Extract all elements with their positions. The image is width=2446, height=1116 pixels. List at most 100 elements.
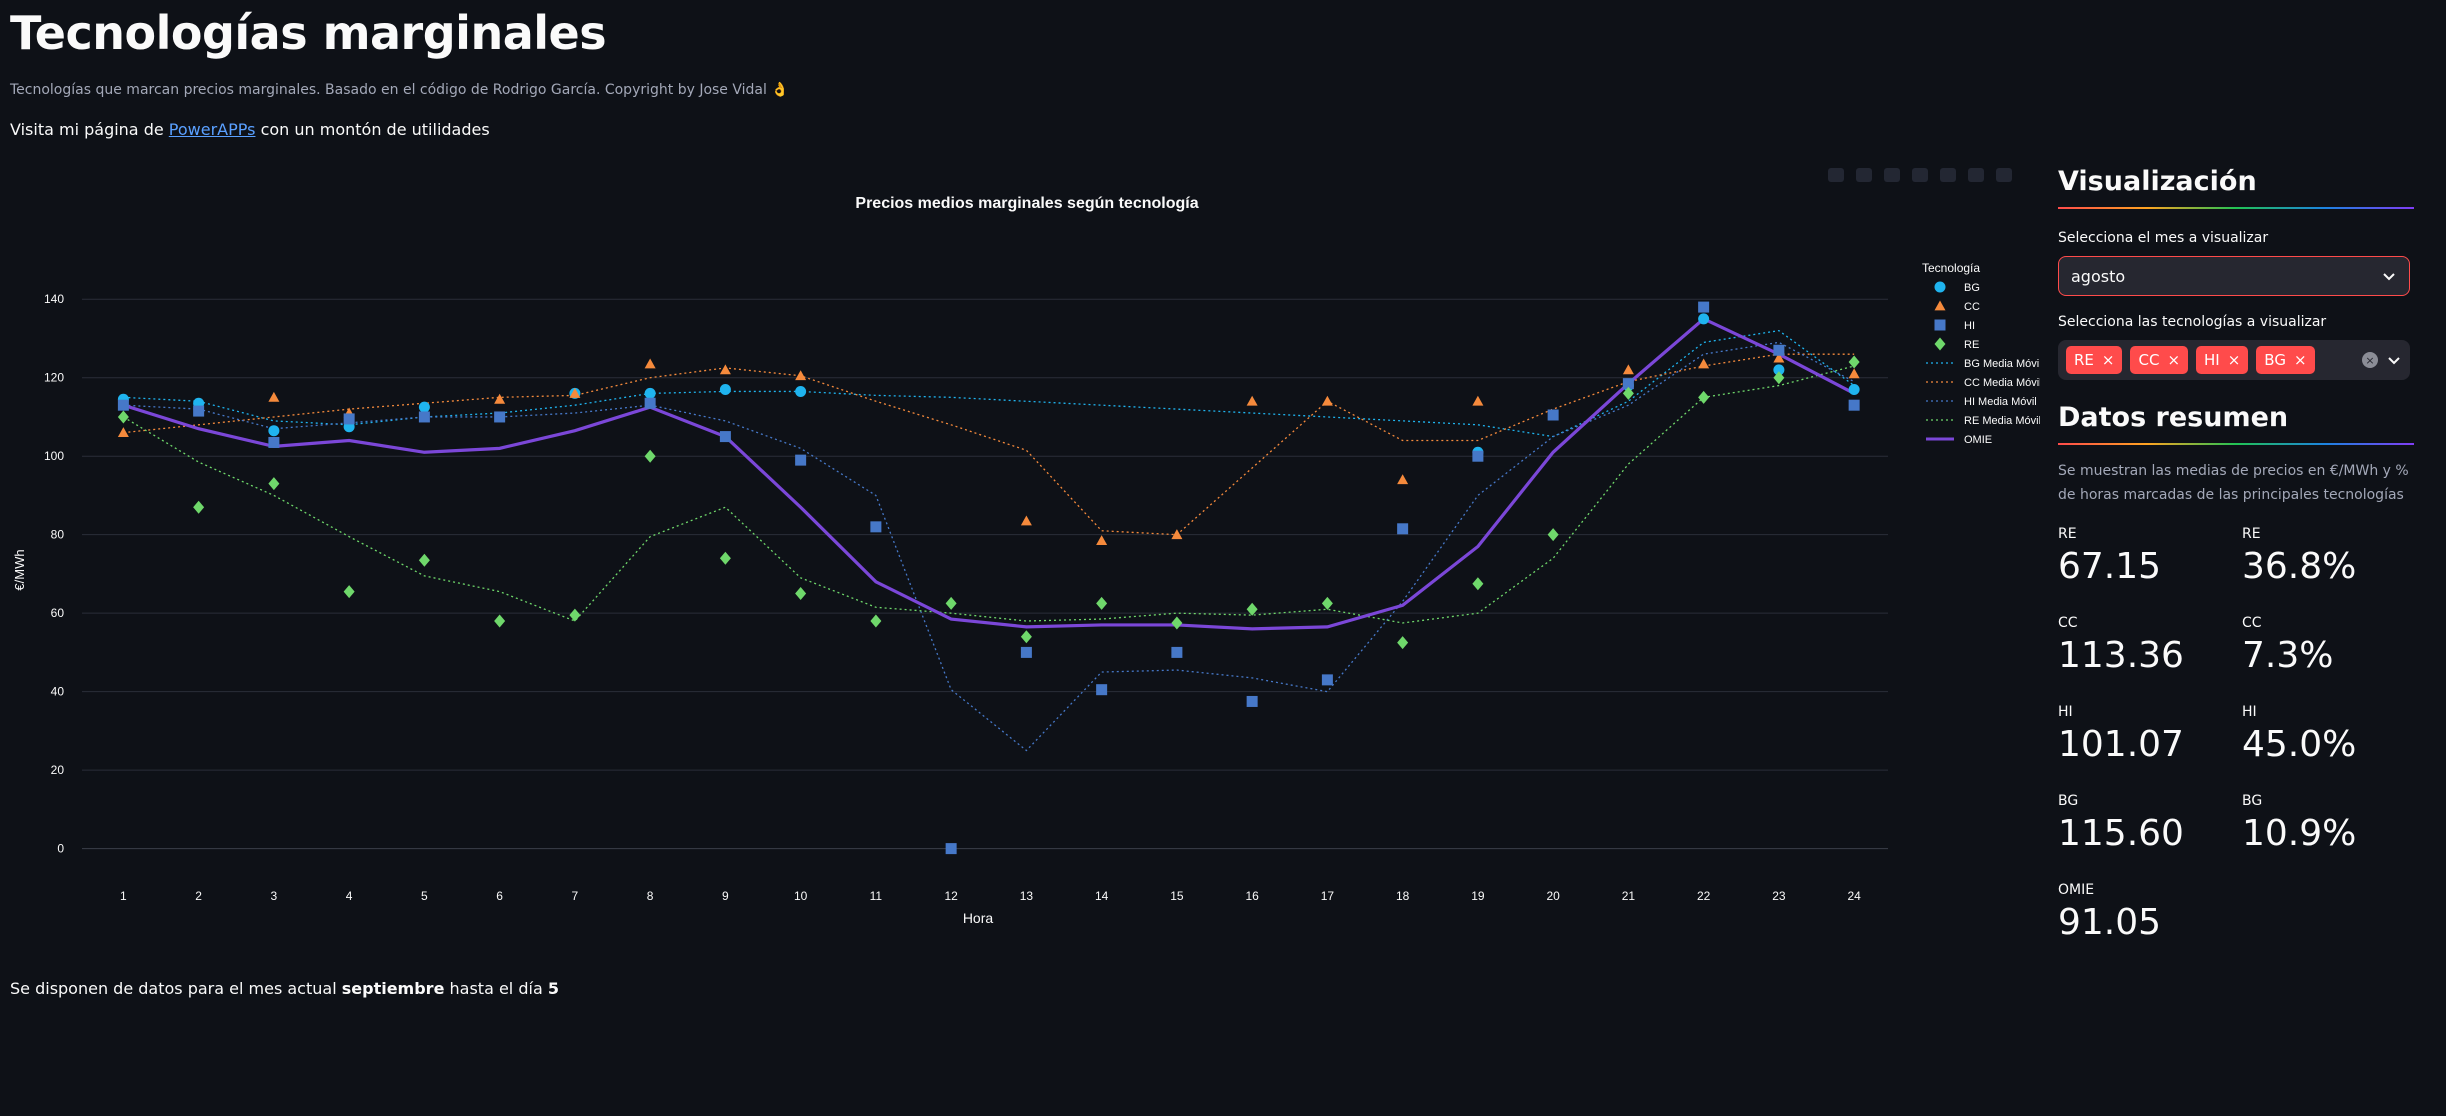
data-point-cc — [1472, 395, 1484, 406]
legend-label: CC Media Móvil — [1964, 377, 2040, 389]
chart-lines — [122, 316, 1855, 752]
visit-prefix: Visita mi página de — [10, 120, 164, 139]
data-point-re — [494, 614, 506, 628]
metric-value: 115.60 — [2058, 813, 2184, 854]
legend-label: RE — [1964, 339, 1979, 351]
remove-tag-icon[interactable]: × — [2167, 351, 2181, 369]
data-point-hi — [1397, 523, 1409, 535]
legend-item[interactable]: HI — [1934, 319, 1976, 333]
data-point-cc — [1020, 515, 1032, 526]
metric-bg-share: BG 10.9% — [2242, 793, 2422, 854]
reset-axes-icon[interactable] — [1996, 168, 2012, 182]
data-point-re — [1397, 636, 1409, 650]
chart-grid — [82, 298, 1888, 850]
autoscale-icon[interactable] — [1968, 168, 1984, 182]
legend-item[interactable]: RE Media Móvil — [1926, 415, 2040, 427]
y-tick-label: 140 — [44, 292, 64, 306]
camera-icon[interactable] — [1828, 168, 1844, 182]
tag-cc[interactable]: CC × — [2130, 346, 2189, 374]
remove-tag-icon[interactable]: × — [2101, 351, 2115, 369]
x-tick-label: 7 — [572, 889, 579, 903]
powerapps-link[interactable]: PowerAPPs — [168, 120, 256, 139]
legend-item[interactable]: RE — [1934, 337, 1980, 352]
data-point-re — [945, 596, 957, 610]
data-point-re — [1171, 616, 1183, 630]
x-tick-label: 4 — [346, 889, 353, 903]
data-availability-note: Se disponen de datos para el mes actual … — [10, 979, 559, 998]
x-tick-label: 13 — [1020, 889, 1034, 903]
chart-markers — [117, 301, 1860, 855]
data-point-cc — [268, 391, 280, 402]
month-select[interactable]: agosto — [2058, 256, 2410, 296]
data-point-cc — [1397, 474, 1409, 485]
x-tick-label: 19 — [1471, 889, 1485, 903]
data-point-re — [418, 553, 430, 567]
legend-title: Tecnología — [1922, 261, 1980, 275]
legend-item[interactable]: BG — [1934, 281, 1980, 295]
zoom-in-icon[interactable] — [1912, 168, 1928, 182]
remove-tag-icon[interactable]: × — [2293, 351, 2307, 369]
zoom-icon[interactable] — [1856, 168, 1872, 182]
data-point-hi — [1096, 684, 1108, 696]
legend-item[interactable]: CC — [1934, 300, 1980, 314]
metric-label: OMIE — [2058, 882, 2095, 898]
chart-legend[interactable]: Tecnología BG CC HI RE BG Media Móvil CC Media… — [1922, 261, 2040, 446]
note-day: 5 — [547, 979, 559, 998]
metric-label: HI — [2242, 704, 2257, 720]
y-tick-label: 80 — [51, 528, 65, 542]
chevron-down-icon[interactable] — [2386, 352, 2402, 368]
x-tick-label: 16 — [1245, 889, 1259, 903]
data-point-cc — [117, 427, 129, 438]
data-point-cc — [494, 393, 506, 404]
y-tick-label: 0 — [57, 842, 64, 856]
clear-all-icon[interactable]: × — [2362, 352, 2378, 368]
metric-omie-price: OMIE 91.05 — [2058, 882, 2238, 943]
marginal-prices-chart[interactable]: Precios medios marginales según tecnolog… — [0, 170, 2040, 950]
visit-line: Visita mi página de PowerAPPs con un mon… — [10, 120, 490, 139]
legend-item[interactable]: HI Media Móvil — [1926, 396, 2037, 408]
data-point-re — [1547, 528, 1559, 542]
tag-hi[interactable]: HI × — [2196, 346, 2249, 374]
data-point-re — [1698, 390, 1710, 404]
legend-item[interactable]: BG Media Móvil — [1926, 358, 2040, 370]
legend-marker — [1934, 300, 1946, 311]
data-point-re — [343, 585, 355, 599]
zoom-out-icon[interactable] — [1940, 168, 1956, 182]
data-point-bg — [795, 385, 807, 397]
legend-item[interactable]: CC Media Móvil — [1926, 377, 2040, 389]
x-tick-label: 11 — [870, 889, 883, 903]
remove-tag-icon[interactable]: × — [2227, 351, 2241, 369]
data-point-hi — [1773, 344, 1785, 356]
data-point-cc — [644, 358, 656, 369]
data-point-hi — [719, 431, 731, 443]
metric-re-share: RE 36.8% — [2242, 526, 2422, 587]
metric-value: 67.15 — [2058, 546, 2162, 587]
legend-item[interactable]: OMIE — [1926, 434, 1992, 446]
tech-multiselect[interactable]: RE × CC × HI × BG × × — [2058, 340, 2410, 380]
x-tick-label: 14 — [1095, 889, 1109, 903]
page-title: Tecnologías marginales — [10, 6, 607, 60]
data-point-re — [719, 551, 731, 565]
data-point-hi — [418, 411, 430, 423]
data-point-cc — [795, 370, 807, 381]
metric-label: RE — [2242, 526, 2261, 542]
summary-divider — [2058, 443, 2414, 445]
note-mid: hasta el día — [449, 979, 543, 998]
data-point-bg — [1773, 364, 1785, 376]
tag-bg[interactable]: BG × — [2256, 346, 2315, 374]
metric-cc-share: CC 7.3% — [2242, 615, 2422, 676]
data-point-cc — [719, 364, 731, 375]
data-point-hi — [193, 405, 205, 417]
pan-icon[interactable] — [1884, 168, 1900, 182]
tag-re[interactable]: RE × — [2066, 346, 2123, 374]
multiselect-controls: × — [2362, 352, 2402, 368]
x-tick-label: 21 — [1622, 889, 1636, 903]
note-month: septiembre — [341, 979, 445, 998]
data-point-cc — [1171, 529, 1183, 540]
metric-bg-price: BG 115.60 — [2058, 793, 2238, 854]
x-tick-label: 23 — [1772, 889, 1786, 903]
data-point-hi — [1321, 674, 1333, 686]
data-point-hi — [343, 413, 355, 425]
data-point-re — [1321, 596, 1333, 610]
data-point-re — [1622, 386, 1634, 400]
